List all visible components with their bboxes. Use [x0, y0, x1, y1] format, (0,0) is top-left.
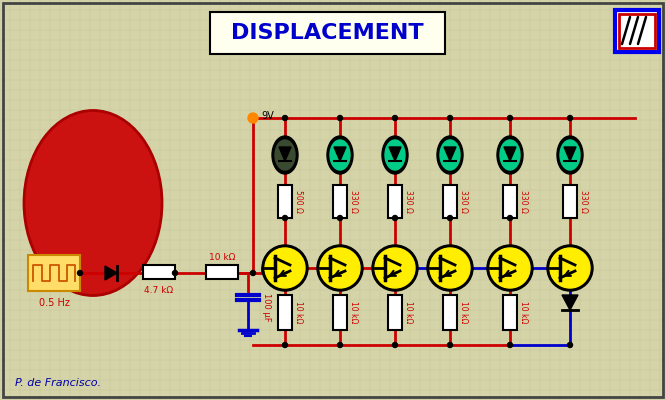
Polygon shape — [444, 147, 456, 161]
Bar — [563, 185, 577, 218]
Text: 9V: 9V — [261, 111, 274, 121]
Ellipse shape — [500, 140, 520, 170]
Circle shape — [282, 216, 288, 220]
Bar — [143, 265, 175, 279]
Circle shape — [250, 270, 256, 276]
Text: 4.7 kΩ: 4.7 kΩ — [145, 286, 174, 295]
Ellipse shape — [437, 136, 463, 174]
Bar — [388, 295, 402, 330]
Bar — [503, 185, 517, 218]
Ellipse shape — [272, 136, 298, 174]
Circle shape — [320, 248, 360, 288]
Circle shape — [248, 113, 258, 123]
Circle shape — [567, 116, 573, 120]
Polygon shape — [562, 295, 578, 310]
Polygon shape — [105, 266, 117, 280]
Ellipse shape — [24, 110, 162, 296]
Circle shape — [427, 245, 473, 291]
Circle shape — [338, 342, 342, 348]
Text: 330 Ω: 330 Ω — [459, 190, 468, 213]
Bar — [278, 295, 292, 330]
Circle shape — [282, 116, 288, 120]
Bar — [388, 185, 402, 218]
Bar — [333, 185, 347, 218]
Text: 330 Ω: 330 Ω — [579, 190, 588, 213]
Text: DISPLACEMENT: DISPLACEMENT — [230, 23, 424, 43]
Text: 10 kΩ: 10 kΩ — [209, 253, 235, 262]
Circle shape — [265, 248, 305, 288]
Circle shape — [375, 248, 415, 288]
Bar — [210, 12, 445, 54]
Bar — [443, 185, 457, 218]
Bar — [615, 10, 659, 52]
Ellipse shape — [497, 136, 523, 174]
Text: 10 kΩ: 10 kΩ — [404, 301, 413, 324]
Circle shape — [392, 216, 398, 220]
Text: 0.5 Hz: 0.5 Hz — [39, 298, 69, 308]
Circle shape — [547, 245, 593, 291]
Circle shape — [172, 270, 178, 276]
Ellipse shape — [330, 140, 350, 170]
Circle shape — [507, 342, 513, 348]
Circle shape — [262, 245, 308, 291]
Text: 500 Ω: 500 Ω — [294, 190, 303, 213]
Ellipse shape — [382, 136, 408, 174]
Circle shape — [448, 116, 452, 120]
Ellipse shape — [275, 140, 295, 170]
Circle shape — [430, 248, 470, 288]
Circle shape — [338, 216, 342, 220]
Text: P. de Francisco.: P. de Francisco. — [15, 378, 101, 388]
Circle shape — [392, 342, 398, 348]
Bar — [619, 14, 655, 48]
Circle shape — [392, 116, 398, 120]
Text: 330 Ω: 330 Ω — [349, 190, 358, 213]
Ellipse shape — [440, 140, 460, 170]
Text: 330 Ω: 330 Ω — [519, 190, 528, 213]
Circle shape — [77, 270, 83, 276]
Polygon shape — [334, 147, 346, 161]
Text: 100 μF: 100 μF — [262, 293, 271, 321]
Bar — [333, 295, 347, 330]
Bar — [443, 295, 457, 330]
Text: 10 kΩ: 10 kΩ — [459, 301, 468, 324]
Circle shape — [507, 116, 513, 120]
Circle shape — [507, 216, 513, 220]
Circle shape — [338, 116, 342, 120]
Circle shape — [567, 342, 573, 348]
Ellipse shape — [557, 136, 583, 174]
Text: 10 kΩ: 10 kΩ — [349, 301, 358, 324]
Polygon shape — [564, 147, 576, 161]
Ellipse shape — [385, 140, 405, 170]
Circle shape — [317, 245, 363, 291]
Text: 10 kΩ: 10 kΩ — [519, 301, 528, 324]
Polygon shape — [389, 147, 401, 161]
Circle shape — [490, 248, 530, 288]
Polygon shape — [504, 147, 516, 161]
Bar — [28, 255, 80, 291]
Ellipse shape — [560, 140, 580, 170]
Circle shape — [448, 216, 452, 220]
Text: 10 kΩ: 10 kΩ — [294, 301, 303, 324]
Text: 330 Ω: 330 Ω — [404, 190, 413, 213]
Ellipse shape — [327, 136, 353, 174]
Circle shape — [448, 342, 452, 348]
Circle shape — [487, 245, 533, 291]
Bar — [206, 265, 238, 279]
Bar — [278, 185, 292, 218]
Circle shape — [550, 248, 590, 288]
Circle shape — [282, 342, 288, 348]
Polygon shape — [279, 147, 291, 161]
Bar — [503, 295, 517, 330]
Circle shape — [372, 245, 418, 291]
